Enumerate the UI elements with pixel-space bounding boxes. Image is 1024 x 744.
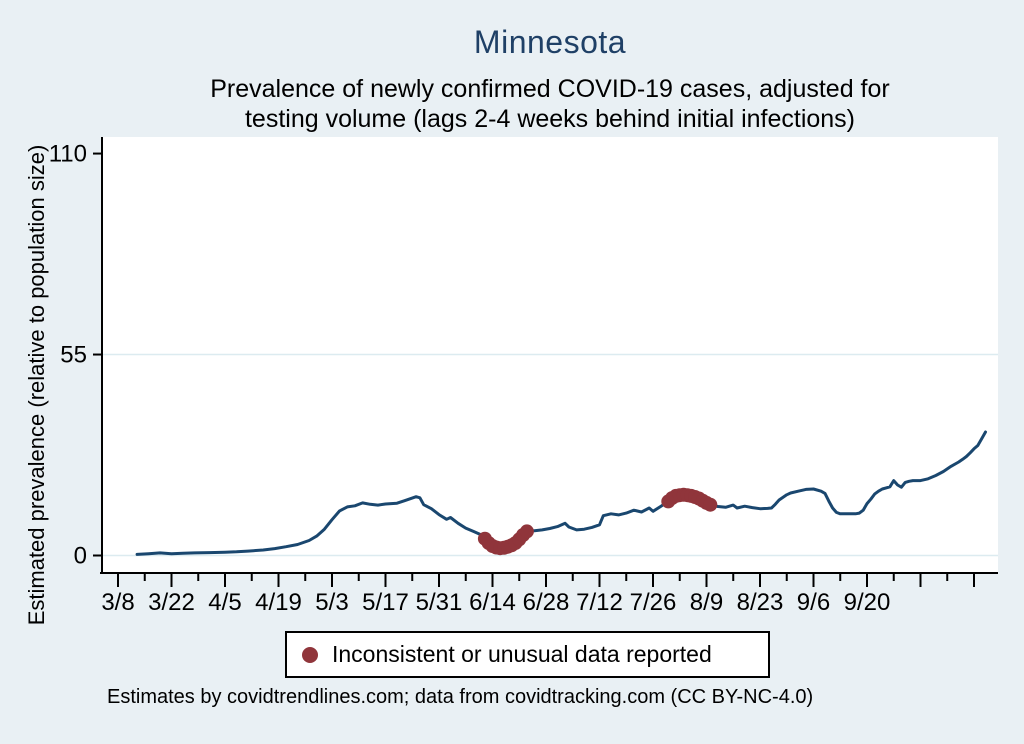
x-tick-label: 7/12 xyxy=(576,589,623,616)
x-tick-label: 6/14 xyxy=(469,589,516,616)
y-axis-title: Estimated prevalence (relative to popula… xyxy=(24,145,49,626)
flagged-data-marker-icon xyxy=(302,646,318,663)
x-tick-label: 9/6 xyxy=(797,589,830,616)
x-tick-label: 4/19 xyxy=(255,589,302,616)
chart-subtitle: Prevalence of newly confirmed COVID-19 c… xyxy=(102,74,998,134)
prevalence-line xyxy=(135,430,987,556)
x-tick-label: 3/22 xyxy=(148,589,195,616)
legend-box: Inconsistent or unusual data reported xyxy=(285,631,770,678)
y-tick-label: 110 xyxy=(49,141,87,168)
x-tick-label: 9/20 xyxy=(844,589,891,616)
x-tick-label: 6/28 xyxy=(523,589,570,616)
x-tick-label: 8/9 xyxy=(690,589,723,616)
legend-label: Inconsistent or unusual data reported xyxy=(332,641,712,667)
x-tick-label: 4/5 xyxy=(208,589,241,616)
x-tick-label: 5/17 xyxy=(362,589,409,616)
y-tick-label: 55 xyxy=(60,342,87,369)
x-tick-label: 5/3 xyxy=(315,589,348,616)
chart-title: Minnesota xyxy=(473,24,627,60)
x-tick-label: 7/26 xyxy=(630,589,677,616)
x-tick-label: 5/31 xyxy=(416,589,463,616)
flagged-point xyxy=(519,524,534,539)
x-tick-label: 3/8 xyxy=(101,589,134,616)
chart-subtitle-line1: Prevalence of newly confirmed COVID-19 c… xyxy=(210,75,890,103)
y-tick-label: 0 xyxy=(74,543,87,570)
flagged-point xyxy=(703,497,718,512)
x-tick-label: 8/23 xyxy=(737,589,784,616)
chart-subtitle-line2: testing volume (lags 2-4 weeks behind in… xyxy=(244,105,856,133)
source-note: Estimates by covidtrendlines.com; data f… xyxy=(107,686,814,708)
